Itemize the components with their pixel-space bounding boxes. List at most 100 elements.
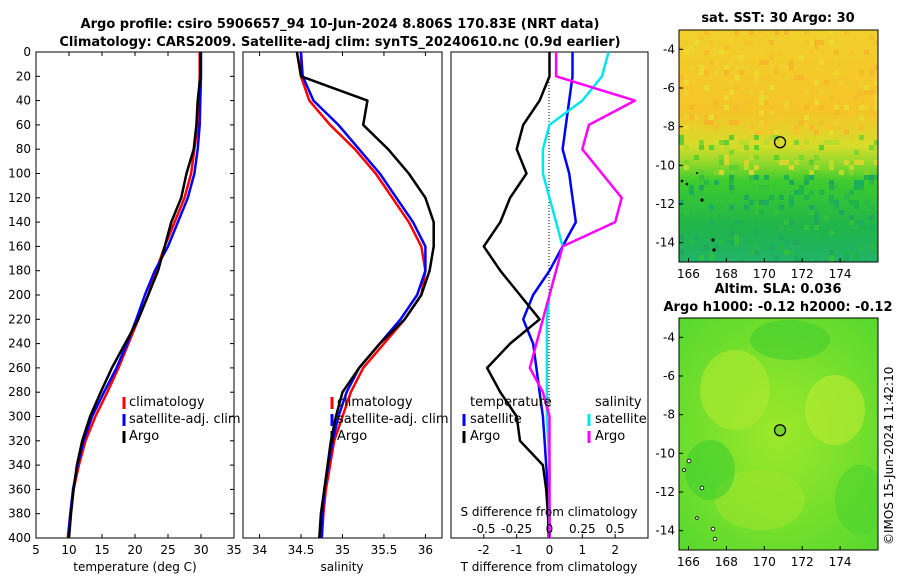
y-tick-label: -6 [663,81,675,95]
x-tick-label: 1 [579,543,587,557]
sst-pixel [839,170,844,175]
sst-pixel [759,100,764,105]
sst-pixel [774,65,779,70]
sst-pixel [859,210,864,215]
sst-pixel [769,55,774,60]
sst-pixel [834,70,839,75]
sst-pixel [764,245,769,250]
sst-pixel [689,65,694,70]
sst-pixel [834,120,839,125]
sst-pixel [844,30,849,35]
x-tick-label: 174 [829,267,852,281]
sst-pixel [784,40,789,45]
sst-pixel [804,260,809,262]
sst-pixel [734,55,739,60]
sst-pixel [829,250,834,255]
sst-pixel [789,220,794,225]
sst-pixel [854,185,859,190]
sst-pixel [849,135,854,140]
sst-pixel [749,135,754,140]
sst-pixel [699,70,704,75]
x-tick-label: 35 [226,543,241,557]
sst-pixel [714,180,719,185]
sst-pixel [869,35,874,40]
sst-pixel [714,115,719,120]
sst-pixel [754,155,759,160]
sst-pixel [744,165,749,170]
sst-pixel [759,150,764,155]
sst-pixel [699,185,704,190]
sst-pixel [829,165,834,170]
sst-pixel [779,225,784,230]
sst-pixel [729,165,734,170]
sst-pixel [774,35,779,40]
y-tick-label: 40 [16,94,31,108]
sst-pixel [744,205,749,210]
sst-pixel [684,125,689,130]
sst-pixel [744,100,749,105]
sst-map-pixels [679,30,878,262]
sst-pixel [859,80,864,85]
legend-label-s-argo: Argo [595,429,625,444]
sst-pixel [794,260,799,262]
sst-map-islands [680,172,716,252]
sst-pixel [719,240,724,245]
sst-pixel [804,40,809,45]
argo-location-marker [773,136,787,149]
sst-pixel [754,80,759,85]
y-tick-label: -10 [655,158,675,172]
sst-pixel [869,90,874,95]
sst-pixel [874,105,878,110]
sst-pixel [804,105,809,110]
sst-pixel [714,145,719,150]
sst-pixel [844,105,849,110]
sst-pixel [699,170,704,175]
sst-pixel [829,260,834,262]
sst-pixel [829,130,834,135]
sst-pixel [859,180,864,185]
y-tick-label: -12 [655,197,675,211]
sst-pixel [844,260,849,262]
t-difference-tick-labels: -2 -1 0 1 2 [478,534,619,557]
sst-pixel [854,225,859,230]
sst-pixel [854,160,859,165]
sst-pixel [824,80,829,85]
sst-pixel [839,125,844,130]
sst-pixel [824,140,829,145]
sst-pixel [799,115,804,120]
sst-pixel [874,140,878,145]
x-tick-label: 36 [418,543,433,557]
sst-pixel [874,160,878,165]
sst-pixel [869,175,874,180]
sst-pixel [729,190,734,195]
sst-pixel [694,210,699,215]
s-tick-label: -0.25 [501,522,532,536]
sst-pixel [734,65,739,70]
sst-pixel [814,215,819,220]
s-tick-label: 0 [546,522,554,536]
sst-pixel [774,210,779,215]
sst-pixel [749,250,754,255]
sst-pixel [834,245,839,250]
sla-map-frame [678,317,879,551]
sst-pixel [859,105,864,110]
sst-pixel [704,70,709,75]
sst-pixel [764,135,769,140]
sst-pixel [754,85,759,90]
sst-pixel [734,30,739,35]
y-tick-label: -4 [663,330,675,344]
sst-pixel [859,190,864,195]
sst-pixel [744,195,749,200]
sst-pixel [684,50,689,55]
sst-pixel [729,80,734,85]
salinity-legend: climatology satellite-adj. clim Argo [330,395,449,444]
sst-pixel [799,120,804,125]
y-tick-label: -14 [655,236,675,250]
sst-pixel [769,195,774,200]
sst-pixel [784,160,789,165]
s-tick-label: 0.25 [569,522,596,536]
sst-pixel [714,170,719,175]
sst-pixel [729,150,734,155]
sst-pixel [759,60,764,65]
sst-pixel [799,185,804,190]
